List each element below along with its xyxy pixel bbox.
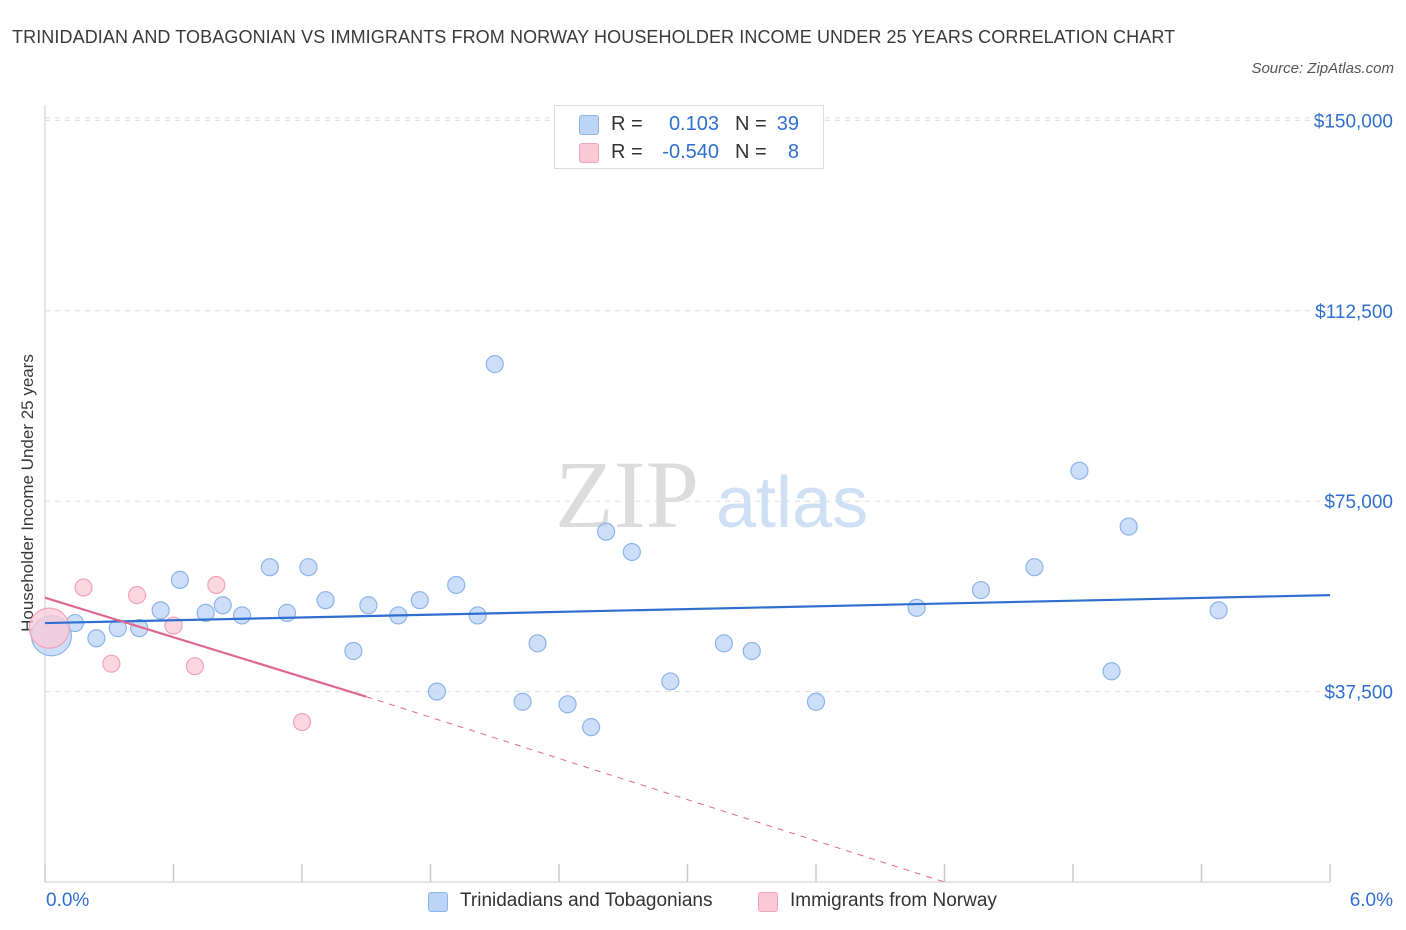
data-point-norway xyxy=(185,657,205,676)
data-point-trinidadian xyxy=(622,542,641,562)
data-point-trinidadian xyxy=(196,603,215,622)
data-point-trinidadian xyxy=(344,641,363,661)
trend-line-norway xyxy=(44,596,367,698)
y-tick-label: $150,000 xyxy=(1314,111,1393,132)
bottom-legend-label: Trinidadians and Tobagonians xyxy=(460,890,713,911)
legend-row-norway: R = -0.540 N = 8 xyxy=(555,139,823,167)
correlation-legend: R = 0.103 N = 39 R = -0.540 N = 8 xyxy=(554,105,824,169)
data-point-trinidadian xyxy=(299,558,318,577)
data-point-trinidadian xyxy=(528,634,547,653)
legend-n-value: 39 xyxy=(776,113,799,135)
data-point-trinidadian xyxy=(410,591,429,610)
data-point-trinidadian xyxy=(359,596,378,615)
data-point-trinidadian xyxy=(260,558,279,577)
data-point-trinidadian xyxy=(1119,517,1138,536)
x-tick-label-max: 6.0% xyxy=(1349,890,1393,911)
data-point-trinidadian xyxy=(558,695,577,714)
data-point-norway xyxy=(74,578,93,597)
y-tick-label: $112,500 xyxy=(1315,302,1393,323)
data-point-trinidadian xyxy=(468,606,487,625)
trend-line-trinidadian xyxy=(44,594,1331,625)
data-point-trinidadian xyxy=(170,570,190,589)
legend-r-label: R = xyxy=(611,113,643,135)
data-point-trinidadian xyxy=(806,692,826,711)
bottom-legend-label: Immigrants from Norway xyxy=(790,890,997,911)
data-point-trinidadian xyxy=(907,598,926,617)
watermark-zip: ZIP xyxy=(555,441,699,548)
legend-swatch-pink xyxy=(579,143,599,163)
data-point-trinidadian xyxy=(232,606,252,625)
data-point-norway xyxy=(102,654,121,673)
data-point-trinidadian xyxy=(485,355,504,374)
legend-row-trinidadian: R = 0.103 N = 39 xyxy=(555,111,823,139)
data-point-trinidadian xyxy=(447,575,466,595)
data-point-trinidadian xyxy=(1209,601,1228,620)
data-point-trinidadian xyxy=(87,629,106,648)
bottom-legend-swatch-pink xyxy=(758,892,778,912)
data-point-trinidadian xyxy=(582,718,601,737)
data-point-trinidadian xyxy=(427,682,447,701)
data-point-trinidadian xyxy=(661,672,680,691)
data-point-trinidadian xyxy=(714,634,734,653)
data-point-trinidadian xyxy=(971,580,991,600)
data-point-trinidadian xyxy=(213,596,232,615)
data-point-trinidadian xyxy=(316,591,335,610)
data-point-trinidadian xyxy=(151,601,170,620)
data-point-trinidadian xyxy=(130,619,149,638)
data-point-norway xyxy=(28,607,70,649)
data-point-trinidadian xyxy=(513,692,532,711)
y-tick-label: $75,000 xyxy=(1324,492,1393,513)
chart-title: TRINIDADIAN AND TOBAGONIAN VS IMMIGRANTS… xyxy=(12,27,1176,47)
legend-r-label: R = xyxy=(611,141,643,163)
data-point-trinidadian xyxy=(742,641,761,661)
legend-n-value: 8 xyxy=(787,141,799,163)
x-tick-label-min: 0.0% xyxy=(46,890,90,911)
trend-line-norway-extension xyxy=(366,696,945,883)
data-point-norway xyxy=(292,712,312,732)
legend-n-label: N = xyxy=(735,141,767,163)
legend-n-label: N = xyxy=(735,113,767,135)
legend-r-value: 0.103 xyxy=(668,113,719,135)
data-point-norway xyxy=(127,586,147,605)
data-point-trinidadian xyxy=(1070,461,1089,480)
data-point-norway xyxy=(207,575,226,595)
source-label: Source: ZipAtlas.com xyxy=(1251,60,1394,77)
y-tick-label: $37,500 xyxy=(1324,683,1393,704)
data-point-trinidadian xyxy=(1025,558,1044,577)
legend-swatch-blue xyxy=(579,115,599,135)
data-point-trinidadian xyxy=(597,522,616,541)
legend-r-value: -0.540 xyxy=(662,141,719,163)
data-point-trinidadian xyxy=(1102,662,1121,681)
watermark-atlas: atlas xyxy=(716,463,868,543)
bottom-legend-swatch-blue xyxy=(428,892,448,912)
